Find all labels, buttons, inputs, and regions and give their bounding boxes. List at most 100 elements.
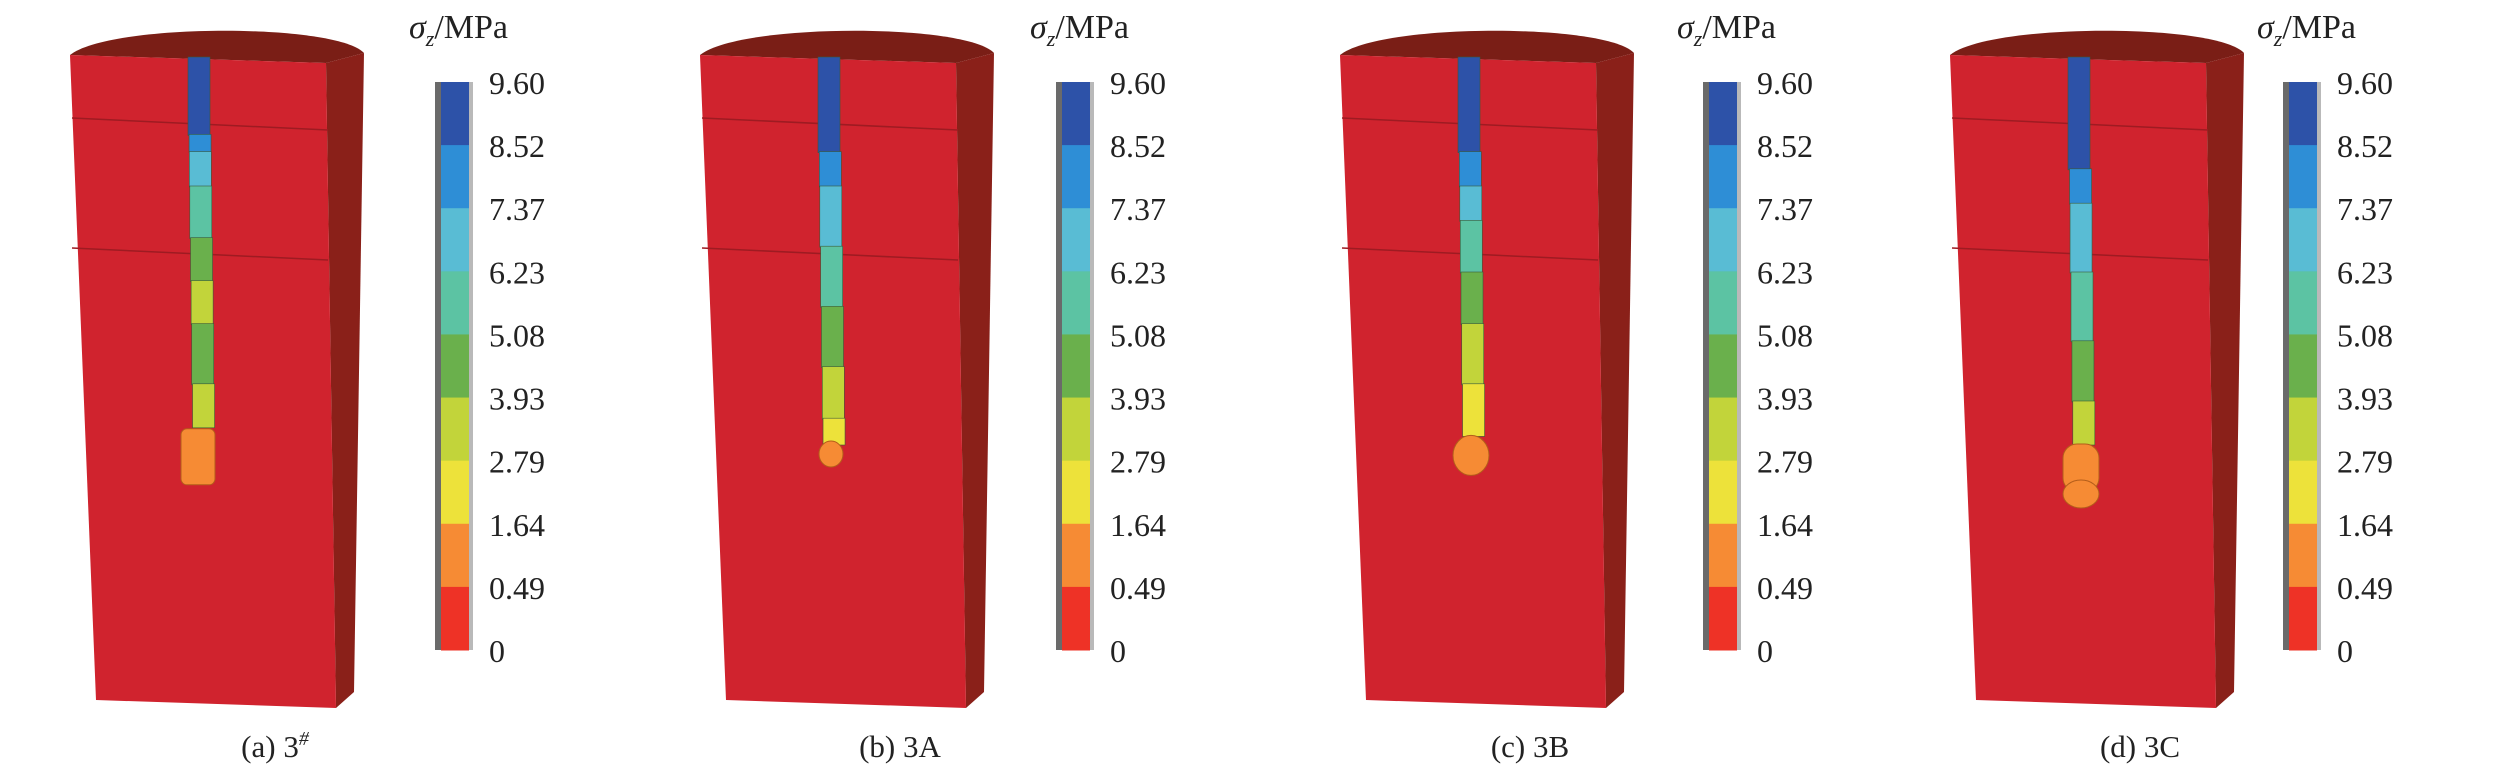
model-top-face xyxy=(1950,30,2244,63)
legend-tick-label: 0 xyxy=(1110,633,1126,669)
legend-tick-label: 9.60 xyxy=(1757,65,1813,101)
legend-tick-label: 1.64 xyxy=(1757,507,1813,543)
legend-tick-label: 1.64 xyxy=(1110,507,1166,543)
pile-stem-segment xyxy=(190,237,213,282)
panel-caption-text: (d) 3C xyxy=(2100,729,2180,764)
pile-stem-segment xyxy=(2069,168,2092,205)
pile-stem-segment xyxy=(1459,220,1483,274)
legend-tick-label: 6.23 xyxy=(2337,254,2393,290)
legend-color-swatch xyxy=(1062,271,1090,335)
legend-color-swatch xyxy=(1062,523,1090,588)
legend-color-swatch xyxy=(2289,82,2317,146)
legend-unit: /MPa xyxy=(434,9,508,46)
legend-color-swatch xyxy=(2289,271,2317,335)
legend-tick-label: 2.79 xyxy=(2337,444,2393,480)
panel-1: σz/MPa 9.60 8.52 7.37 6.23 5.08 3.93 2.79 1.64 0.… xyxy=(70,9,545,764)
panel-caption: (d) 3C xyxy=(2100,729,2180,764)
legend-tick-label: 3.93 xyxy=(489,381,545,417)
model-side-face xyxy=(326,53,364,708)
legend-color-swatch xyxy=(1709,82,1737,146)
legend-color-swatch xyxy=(441,208,469,272)
legend-color-swatch xyxy=(441,523,469,588)
legend-tick-label: 0.49 xyxy=(2337,570,2393,606)
legend-color-swatch xyxy=(2289,523,2317,588)
legend-tick-label: 9.60 xyxy=(1110,65,1166,101)
legend-tick-label: 0 xyxy=(1757,633,1773,669)
legend-color-swatch xyxy=(1062,208,1090,272)
legend-bar-edge xyxy=(2317,82,2321,650)
pile-stem-segment xyxy=(822,366,845,420)
legend-subscript: z xyxy=(1046,26,1056,51)
legend-unit: /MPa xyxy=(1702,9,1776,46)
pile-stem-segment xyxy=(190,280,214,325)
legend-tick-label: 2.79 xyxy=(1757,444,1813,480)
pile-stem-segment xyxy=(1461,323,1485,386)
legend-unit: /MPa xyxy=(1055,9,1129,46)
legend-tick-label: 6.23 xyxy=(1757,254,1813,290)
legend-bar-edge xyxy=(469,82,473,650)
pile-stem-segment xyxy=(189,185,213,239)
pile-stem-segment xyxy=(1460,271,1484,325)
legend-title: σz/MPa xyxy=(1677,9,1776,51)
panel-caption: (b) 3A xyxy=(859,729,941,764)
legend-tick-label: 7.37 xyxy=(489,191,545,227)
legend-color-swatch xyxy=(441,334,469,399)
legend-tick-label: 5.08 xyxy=(1757,317,1813,353)
legend-tick-label: 0 xyxy=(2337,633,2353,669)
legend-bar-shadow xyxy=(2283,82,2289,650)
legend-color-swatch xyxy=(1709,271,1737,335)
panel-caption-text: (c) 3B xyxy=(1491,729,1569,764)
panel-caption-superscript: # xyxy=(299,728,310,750)
panel-3: σz/MPa 9.60 8.52 7.37 6.23 5.08 3.93 2.79 1.64 0.… xyxy=(1340,9,1813,764)
legend-tick-label: 9.60 xyxy=(489,65,545,101)
legend-tick-label: 0.49 xyxy=(1110,570,1166,606)
legend-tick-label: 8.52 xyxy=(489,128,545,164)
model-side-face xyxy=(1596,53,1634,708)
pile-stem-segment xyxy=(2070,271,2094,343)
legend-title: σz/MPa xyxy=(2257,9,2356,51)
pile-tip xyxy=(1452,434,1490,476)
pile-stem-segment xyxy=(2067,56,2091,171)
legend-color-swatch xyxy=(1062,334,1090,399)
legend-title: σz/MPa xyxy=(1030,9,1129,51)
pile-stem-segment xyxy=(1457,56,1481,153)
legend-tick-label: 7.37 xyxy=(1757,191,1813,227)
pile-stem-segment xyxy=(2071,340,2095,403)
legend-tick-label: 5.08 xyxy=(489,317,545,353)
legend-subscript: z xyxy=(1693,26,1703,51)
model-side-face xyxy=(2206,53,2244,708)
panel-4: σz/MPa 9.60 8.52 7.37 6.23 5.08 3.93 2.79 1.64 0.… xyxy=(1950,9,2393,764)
legend-tick-label: 1.64 xyxy=(489,507,545,543)
legend-tick-label: 5.08 xyxy=(2337,317,2393,353)
legend-tick-label: 0.49 xyxy=(1757,570,1813,606)
legend-symbol: σ xyxy=(409,9,427,46)
panel-caption: (a) 3# xyxy=(241,728,310,764)
legend-tick-label: 6.23 xyxy=(1110,254,1166,290)
legend-color-swatch xyxy=(2289,460,2317,525)
pile-stem-segment xyxy=(192,383,215,429)
pile-stem-segment xyxy=(189,151,212,188)
pile-stem-segment xyxy=(2072,400,2096,446)
legend-tick-label: 3.93 xyxy=(1110,381,1166,417)
legend-unit: /MPa xyxy=(2282,9,2356,46)
legend-color-swatch xyxy=(1709,208,1737,272)
pile-stem-segment xyxy=(2069,202,2093,274)
legend-color-swatch xyxy=(441,586,469,651)
legend-color-swatch xyxy=(1062,586,1090,651)
legend-tick-label: 1.64 xyxy=(2337,507,2393,543)
legend-tick-label: 6.23 xyxy=(489,254,545,290)
model-side-face xyxy=(956,53,994,708)
legend-bar-shadow xyxy=(435,82,441,650)
pile-stem-segment xyxy=(187,56,211,136)
panel-caption: (c) 3B xyxy=(1491,729,1569,764)
legend-tick-label: 8.52 xyxy=(1110,128,1166,164)
legend-tick-label: 3.93 xyxy=(2337,381,2393,417)
legend-color-swatch xyxy=(1709,586,1737,651)
legend-symbol: σ xyxy=(2257,9,2275,46)
pile-tip xyxy=(180,428,216,486)
legend-bar-edge xyxy=(1090,82,1094,650)
legend-bar-edge xyxy=(1737,82,1741,650)
panel-caption-text: (a) 3 xyxy=(241,729,299,764)
legend-color-swatch xyxy=(1709,145,1737,209)
